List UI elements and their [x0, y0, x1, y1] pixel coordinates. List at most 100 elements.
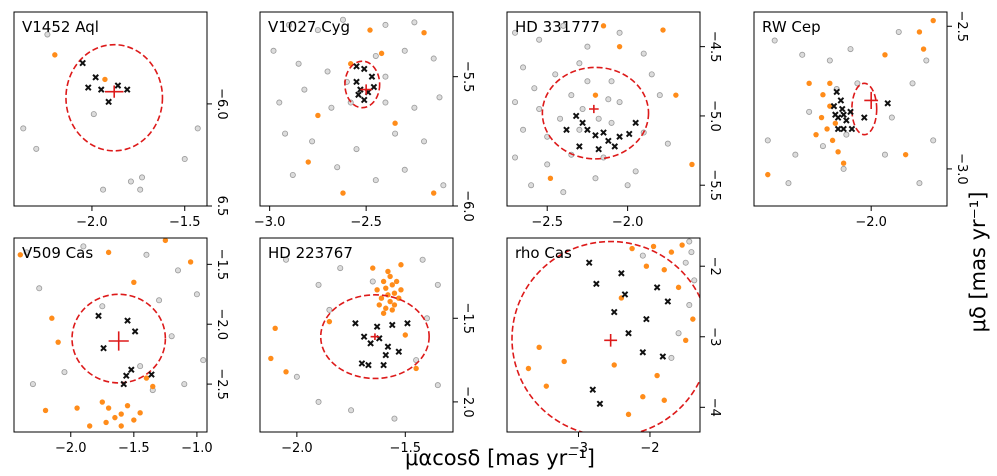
panel-title: V1452 Aql	[22, 18, 99, 36]
field-point	[584, 43, 591, 50]
member-point	[118, 411, 124, 417]
field-point	[430, 55, 437, 62]
panel-frame	[753, 11, 948, 207]
field-point	[137, 186, 144, 193]
panel-frame	[506, 11, 701, 207]
member-point	[643, 263, 650, 269]
field-point	[785, 180, 792, 187]
y-tick-label: −6.0	[460, 190, 475, 222]
star-marker	[664, 298, 672, 305]
field-point	[512, 154, 519, 161]
star-marker	[621, 291, 629, 298]
member-point	[827, 103, 833, 109]
plot-area	[512, 22, 695, 196]
member-point	[690, 316, 696, 322]
member-point	[661, 397, 667, 403]
star-marker	[834, 114, 842, 121]
star-marker	[131, 328, 139, 335]
field-point	[682, 259, 689, 266]
field-point	[337, 265, 344, 272]
field-point	[434, 281, 441, 288]
field-point	[421, 138, 428, 145]
y-tick-label: −5.5	[460, 61, 475, 93]
star-marker	[123, 86, 131, 93]
star-marker	[352, 319, 359, 327]
star-marker	[92, 74, 99, 81]
member-point	[55, 339, 61, 345]
plot-area	[268, 256, 441, 422]
star-marker	[384, 343, 392, 351]
field-point	[90, 111, 97, 118]
star-marker	[860, 114, 868, 121]
field-point	[668, 354, 675, 361]
field-point	[372, 177, 379, 184]
selection-circle	[344, 60, 381, 109]
field-point	[282, 130, 289, 137]
member-point	[882, 52, 888, 58]
star-marker	[124, 317, 131, 324]
field-point	[579, 106, 586, 113]
star-marker	[572, 112, 580, 120]
field-point	[639, 252, 646, 259]
member-point	[673, 92, 679, 98]
star-marker	[618, 269, 625, 277]
member-point	[385, 268, 391, 275]
panel-title: RW Cep	[762, 18, 821, 36]
field-point	[80, 243, 87, 250]
member-point	[398, 287, 404, 293]
member-point	[689, 161, 695, 168]
field-point	[139, 174, 146, 181]
field-point	[536, 106, 543, 113]
member-point	[387, 273, 393, 280]
member-point	[150, 383, 156, 390]
star-marker	[380, 361, 387, 369]
field-point	[353, 146, 360, 153]
field-point	[289, 171, 296, 178]
field-point	[895, 28, 902, 35]
star-marker	[388, 321, 396, 329]
star-marker	[595, 145, 602, 153]
target-errorbar	[104, 85, 124, 98]
member-point	[378, 295, 385, 301]
member-point	[103, 419, 109, 426]
star-marker	[563, 126, 570, 134]
field-point	[544, 161, 551, 168]
field-point	[512, 99, 519, 106]
y-tick-label: −5.5	[707, 169, 722, 201]
field-point	[576, 126, 583, 133]
member-point	[52, 52, 58, 58]
field-point	[309, 138, 316, 145]
star-marker	[589, 386, 597, 393]
member-point	[402, 332, 408, 338]
star-marker	[884, 99, 892, 107]
member-point	[525, 365, 532, 372]
y-tick-label: −4	[707, 398, 722, 417]
panel-1: V1452 Aql −2.0 −1.5 −6.0 6.5	[13, 11, 229, 230]
panel-frame	[259, 237, 454, 433]
member-point	[326, 318, 333, 325]
member-point	[49, 315, 55, 321]
star-marker	[404, 319, 411, 327]
y-axis-label: μδ [mas yr⁻¹]	[966, 192, 990, 333]
star-marker	[837, 97, 845, 104]
field-point	[156, 297, 163, 304]
member-point	[105, 249, 112, 256]
member-point	[818, 114, 825, 121]
member-point	[654, 372, 660, 379]
field-point	[531, 85, 538, 92]
field-point	[200, 357, 207, 364]
field-point	[382, 21, 389, 28]
x-tick-label: −2.0	[612, 215, 644, 230]
field-point	[339, 16, 346, 23]
member-point	[660, 27, 666, 33]
y-tick-label: −2	[707, 257, 722, 276]
field-point	[552, 71, 559, 78]
member-point	[916, 29, 923, 35]
member-point	[283, 369, 289, 375]
panel-frame	[13, 237, 208, 433]
star-marker	[584, 126, 591, 134]
selection-circle	[71, 293, 167, 384]
field-point	[528, 182, 535, 189]
target-errorbar	[589, 104, 599, 114]
